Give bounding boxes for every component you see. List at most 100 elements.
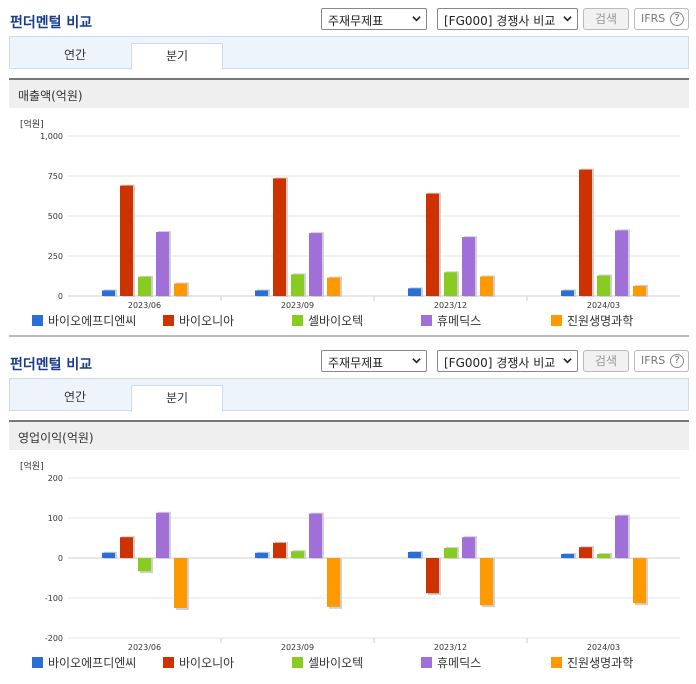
bar: [561, 290, 574, 296]
divider: [9, 335, 689, 337]
bar: [633, 285, 646, 296]
bar: [291, 274, 304, 296]
bar: [156, 512, 169, 558]
tab-quarterly[interactable]: 분기: [131, 43, 223, 70]
bar: [444, 272, 457, 296]
bar: [579, 169, 592, 296]
legend-swatch: [551, 315, 562, 326]
bar: [408, 552, 421, 558]
bar: [273, 178, 286, 296]
y-tick-label: 1,000: [40, 132, 63, 141]
y-tick-label: -200: [45, 634, 63, 643]
y-tick-label: 100: [48, 514, 63, 523]
panel-title: 펀더멘털 비교: [10, 15, 93, 31]
tab-quarterly[interactable]: 분기: [131, 385, 223, 412]
chevron-down-icon: [412, 358, 421, 364]
ifrs-label: IFRS: [641, 12, 666, 25]
unit-label: [억원]: [20, 462, 44, 472]
section-title: 영업이익(억원): [9, 420, 689, 450]
bar: [408, 288, 421, 296]
compare-select[interactable]: [FG000] 경쟁사 비교: [437, 350, 578, 372]
unit-label: [억원]: [20, 120, 44, 130]
ifrs-button[interactable]: IFRS ?: [634, 8, 689, 30]
legend-swatch: [551, 657, 562, 668]
bar: [255, 552, 268, 558]
x-tick-label: 2023/09: [281, 643, 314, 652]
statement-select[interactable]: 주재무제표: [321, 8, 427, 30]
legend-label: 셀바이오텍: [308, 314, 364, 328]
legend-label: 휴메딕스: [437, 314, 482, 328]
legend-label: 바이오에프디엔씨: [48, 656, 137, 670]
ifrs-label: IFRS: [641, 354, 666, 367]
bar: [480, 558, 493, 606]
legend-swatch: [292, 315, 303, 326]
compare-select[interactable]: [FG000] 경쟁사 비교: [437, 8, 578, 30]
revenue-bar-chart: 0 250 500 750 1,000 2023/06 2023/09 2023/12 2024…: [40, 132, 680, 310]
search-button[interactable]: 검색: [583, 8, 629, 30]
bar: [327, 558, 340, 607]
bar: [444, 548, 457, 558]
bar: [120, 185, 133, 296]
revenue-panel: 펀더멘털 비교 주재무제표 [FG000] 경쟁사 비교 검색 IFRS ? 연…: [9, 8, 689, 337]
legend-swatch: [32, 315, 43, 326]
legend-label: 바이오니아: [179, 314, 235, 328]
chevron-down-icon: [563, 358, 572, 364]
help-icon[interactable]: ?: [670, 354, 684, 368]
statement-select-value: 주재무제표: [328, 356, 384, 370]
legend-swatch: [32, 657, 43, 668]
chevron-down-icon: [563, 16, 572, 22]
legend-label: 셀바이오텍: [308, 656, 364, 670]
ifrs-button[interactable]: IFRS ?: [634, 350, 689, 372]
section-title: 매출액(억원): [9, 78, 689, 108]
compare-select-value: [FG000] 경쟁사 비교: [444, 356, 556, 370]
x-tick-label: 2023/12: [434, 643, 467, 652]
bar: [309, 233, 322, 296]
legend-swatch: [421, 657, 432, 668]
search-button[interactable]: 검색: [583, 350, 629, 372]
bar: [102, 290, 115, 296]
legend-swatch: [163, 315, 174, 326]
panel-title: 펀더멘털 비교: [10, 357, 93, 373]
tab-annual[interactable]: 연간: [63, 390, 87, 404]
x-tick-label: 2024/03: [587, 301, 620, 310]
bar: [426, 558, 439, 594]
legend-swatch: [421, 315, 432, 326]
y-tick-label: 250: [48, 252, 63, 261]
help-icon[interactable]: ?: [670, 12, 684, 26]
y-tick-label: 750: [48, 172, 63, 181]
statement-select[interactable]: 주재무제표: [321, 350, 427, 372]
compare-select-value: [FG000] 경쟁사 비교: [444, 14, 556, 28]
y-tick-label: 500: [48, 212, 63, 221]
statement-select-value: 주재무제표: [328, 14, 384, 28]
period-tabs: 연간 분기: [9, 36, 689, 70]
x-tick-label: 2023/09: [281, 301, 314, 310]
bar: [426, 193, 439, 296]
bar: [309, 513, 322, 558]
legend-swatch: [292, 657, 303, 668]
bar: [174, 283, 187, 296]
bar: [291, 551, 304, 558]
x-tick-label: 2023/06: [128, 301, 161, 310]
bar: [615, 515, 628, 558]
bar: [561, 554, 574, 558]
chevron-down-icon: [412, 16, 421, 22]
legend-label: 바이오에프디엔씨: [48, 314, 137, 328]
bar: [120, 537, 133, 558]
y-tick-label: 0: [58, 292, 63, 301]
operating-profit-bar-chart: -200 -100 0 100 200 2023/06 2023/09 2023/12 2024…: [45, 474, 680, 652]
y-tick-label: -100: [45, 594, 63, 603]
y-tick-label: 0: [58, 554, 63, 563]
x-tick-label: 2024/03: [587, 643, 620, 652]
x-tick-label: 2023/12: [434, 301, 467, 310]
bar: [138, 558, 151, 572]
bar: [462, 237, 475, 296]
bar: [102, 552, 115, 558]
bar: [633, 558, 646, 604]
bar: [174, 558, 187, 608]
bar: [273, 542, 286, 558]
bar: [138, 276, 151, 296]
tab-annual[interactable]: 연간: [63, 48, 87, 62]
bar: [327, 277, 340, 296]
legend-label: 바이오니아: [179, 656, 235, 670]
bar: [597, 554, 610, 558]
